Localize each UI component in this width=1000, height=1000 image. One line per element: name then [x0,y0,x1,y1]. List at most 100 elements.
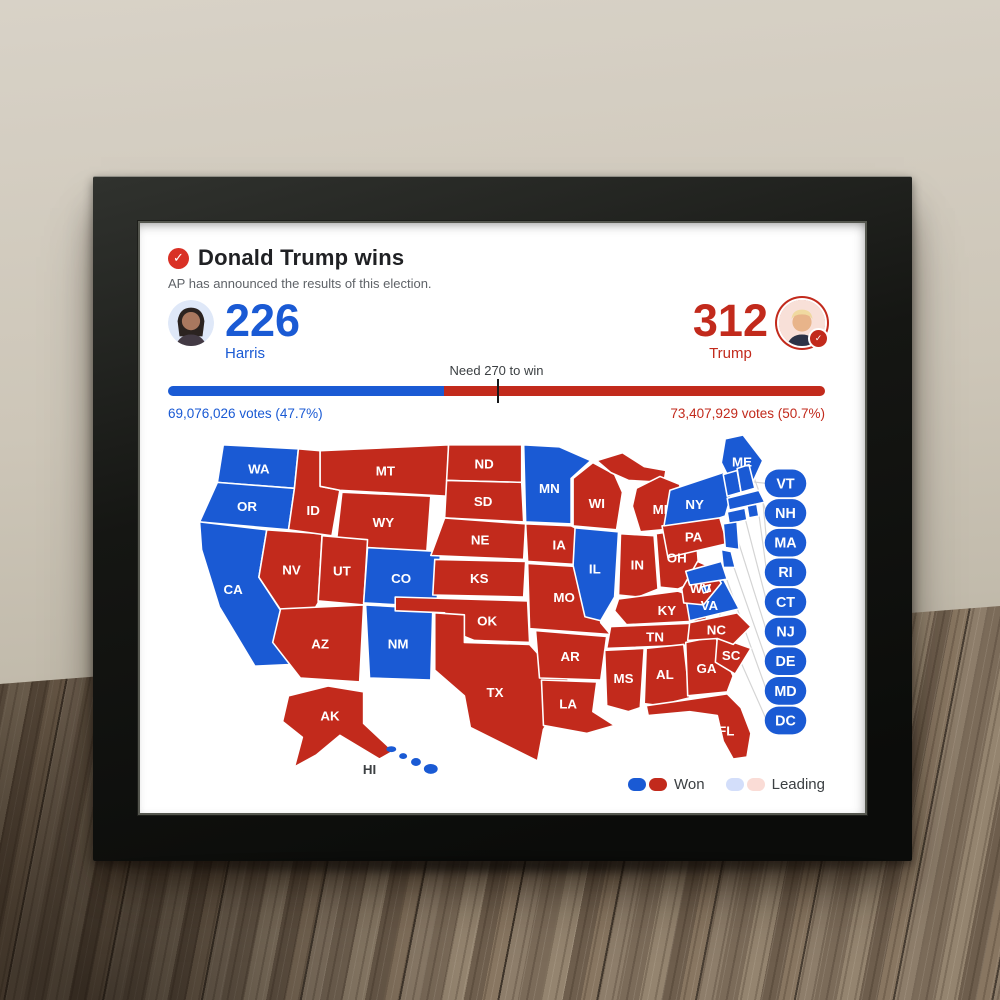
pill-label-RI: RI [778,566,792,582]
state-label-NE: NE [471,533,490,548]
state-label-LA: LA [559,697,577,712]
trump-popular-votes: 73,407,929 votes (50.7%) [670,406,825,422]
state-label-MN: MN [539,482,560,497]
winner-check-icon: ✓ [168,247,189,269]
trump-photo: ✓ [779,300,829,349]
state-label-AR: AR [560,650,580,665]
harris-electoral-votes: 226 [225,295,301,346]
state-label-CA: CA [224,582,244,597]
leading-blue-swatch [725,778,744,791]
state-label-FL: FL [718,724,734,739]
state-FL [645,693,752,761]
pill-label-VT: VT [776,477,795,493]
state-label-OH: OH [667,551,687,566]
state-label-NY: NY [685,497,704,512]
harris-photo [168,300,214,346]
electoral-progress: Need 270 to win [168,363,825,404]
state-label-WY: WY [373,515,395,530]
state-LA [540,679,616,735]
won-swatches [628,778,668,791]
state-AR [534,630,608,682]
state-IN [617,533,659,599]
state-NC [686,612,752,646]
state-label-MO: MO [553,590,574,605]
connector-MA [762,500,768,544]
page-title: Donald Trump wins [198,245,405,270]
trump-winner-badge-icon: ✓ [808,328,829,349]
pill-NH [764,499,807,528]
trump-electoral-votes: 312 [692,295,768,346]
won-red-swatch [649,778,668,791]
harris-popular-votes: 69,076,026 votes (47.7%) [168,406,323,422]
state-label-AL: AL [656,667,674,682]
state-SD [443,480,525,524]
pill-DE [764,647,807,676]
pill-label-CT: CT [776,595,795,611]
state-label-OK: OK [477,614,497,629]
state-label-WA: WA [248,462,270,477]
state-HI [399,753,408,760]
harris-name: Harris [225,345,265,363]
pill-label-NH: NH [775,506,796,522]
state-NJ [722,521,740,551]
harris-portrait-graphic [168,300,214,346]
state-label-KY: KY [658,603,677,618]
us-states-map: WA OR CA NV ID MT WY UT CO AZ NM ND SD NE KS OK TX MN IA MO… [198,434,807,777]
state-label-NC: NC [707,623,727,638]
state-label-WV: WV [690,581,712,596]
state-KS [431,559,527,599]
state-label-PA: PA [685,530,703,545]
state-label-AK: AK [320,709,340,724]
state-RI [746,503,760,520]
state-label-AZ: AZ [311,637,329,652]
picture-frame: ✓ Donald Trump wins AP has announced the… [93,176,912,861]
state-HI [411,758,421,767]
state-label-SC: SC [722,649,741,664]
state-label-KS: KS [470,572,489,587]
state-label-GA: GA [696,661,716,676]
state-label-TX: TX [487,685,504,700]
state-HI [423,764,438,775]
trump-bar-segment [444,386,825,397]
pill-NJ [764,618,807,646]
state-NY [663,472,734,528]
state-label-IL: IL [589,562,601,577]
small-state-pills: VT NH MA RI CT NJ DE MD DC [764,469,807,735]
result-header: ✓ Donald Trump wins [168,245,825,271]
leading-red-swatch [746,778,765,791]
state-MT [319,444,450,498]
pill-label-MD: MD [774,684,796,700]
pill-MD [764,677,807,706]
pill-label-DE: DE [776,655,796,671]
pill-label-NJ: NJ [776,625,794,641]
state-DE [720,549,736,569]
state-MS [603,647,646,713]
state-label-MS: MS [613,671,633,686]
state-MA [726,489,766,512]
connector-RI [758,514,768,573]
trump-name: Trump [709,345,752,363]
pill-RI [764,558,807,587]
pill-CT [764,588,807,617]
state-label-IA: IA [553,538,567,553]
state-MD [684,561,729,587]
leading-swatches [725,778,765,791]
ap-announcement-subtitle: AP has announced the results of this ele… [168,276,432,291]
won-label: Won [674,776,705,793]
state-label-UT: UT [333,564,351,579]
state-labels: WA OR CA NV ID MT WY UT CO AZ NM ND SD NE KS OK TX MN IA MO… [224,455,753,777]
state-WI [572,462,624,531]
state-label-MI: MI [653,502,668,517]
popular-vote-row: 69,076,026 votes (47.7%) 73,407,929 vote… [168,406,825,421]
harris-bar-segment [168,386,444,397]
state-MI [595,452,667,484]
state-AK [281,685,395,769]
election-map-print: ✓ Donald Trump wins AP has announced the… [140,223,865,813]
state-NE [430,517,527,561]
state-DC [700,584,712,595]
state-shapes [198,434,766,775]
state-AZ [271,604,365,684]
won-blue-swatch [628,778,647,791]
state-label-HI: HI [363,762,376,777]
